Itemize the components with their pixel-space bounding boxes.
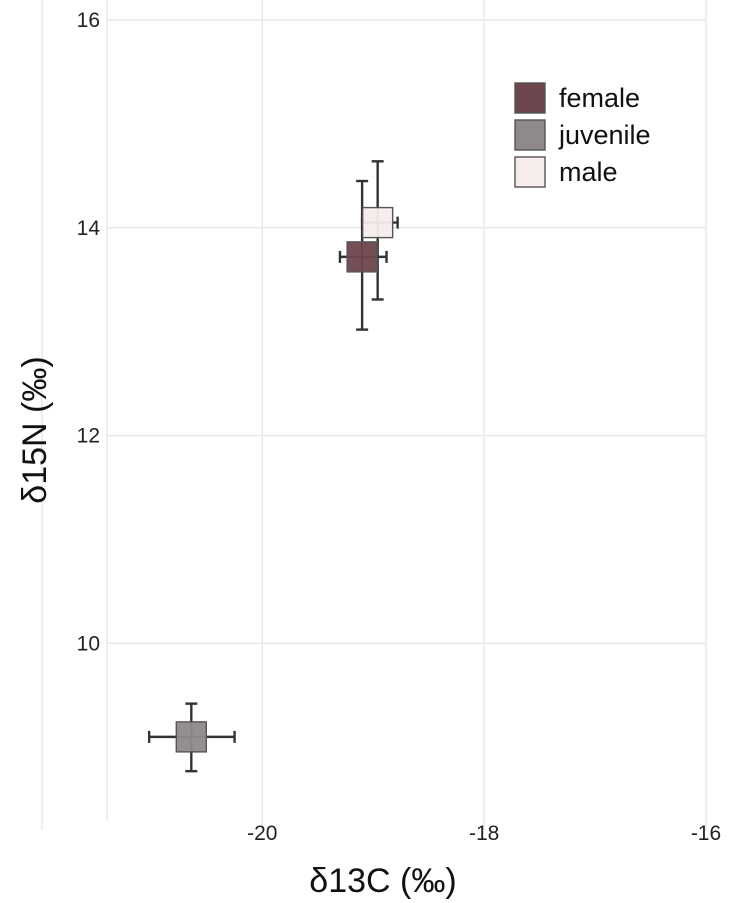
y-tick-label: 12 (77, 425, 100, 448)
x-axis-title: δ13C (‰) (309, 862, 456, 900)
data-points (175, 206, 394, 753)
legend-item-female: female (514, 82, 640, 114)
legend-item-male: male (514, 156, 618, 188)
y-tick-label: 14 (77, 217, 101, 240)
legend-swatch (514, 119, 546, 151)
legend-label: male (559, 157, 618, 187)
x-tick-label: -18 (469, 822, 499, 845)
legend-label: female (559, 83, 640, 113)
legend-label: juvenile (558, 120, 651, 150)
point-juvenile (175, 721, 208, 753)
point-male (361, 206, 394, 239)
y-axis-title: δ15N (‰) (16, 356, 54, 503)
x-tick-label: -16 (691, 822, 721, 845)
legend: female juvenile male (514, 82, 651, 188)
grid-lines (41, 0, 707, 830)
tick-labels: -20 -18 -16 10 12 14 16 (77, 9, 722, 845)
x-tick-label: -20 (247, 822, 277, 845)
y-tick-label: 10 (77, 632, 100, 655)
legend-item-juvenile: juvenile (514, 119, 651, 151)
point-female (346, 241, 378, 273)
legend-swatch (514, 156, 546, 188)
legend-swatch (514, 82, 546, 114)
y-tick-label: 16 (77, 9, 100, 32)
